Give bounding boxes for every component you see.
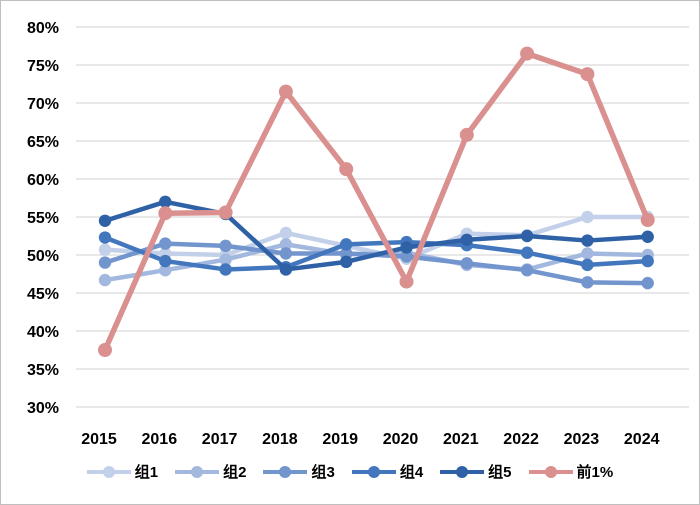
x-tick-label: 2015 (81, 431, 117, 448)
legend-item-组3: 组3 (263, 461, 335, 482)
legend-label-组2: 组2 (223, 464, 247, 481)
legend-label-组1: 组1 (134, 464, 159, 481)
data-point-组2-2015 (98, 273, 112, 287)
data-point-组4-2019 (340, 238, 353, 251)
y-tick-label: 65% (27, 134, 59, 151)
data-point-前1%-2015 (98, 343, 112, 357)
y-tick-label: 40% (27, 324, 59, 341)
legend-marker-组5 (440, 465, 485, 479)
legend-item-组1: 组1 (86, 461, 159, 482)
legend-marker-组1 (86, 465, 131, 479)
data-point-前1%-2019 (339, 162, 354, 177)
data-point-组2-2018 (279, 238, 293, 251)
legend-marker-前1% (528, 465, 573, 479)
data-point-组4-2017 (219, 263, 232, 276)
y-tick-label: 50% (27, 248, 59, 265)
data-point-组3-2016 (159, 237, 172, 250)
data-point-组3-2021 (460, 257, 473, 270)
y-tick-label: 45% (27, 286, 59, 303)
data-point-组3-2018 (279, 247, 293, 260)
data-point-组2-2017 (219, 253, 232, 266)
series-line-组4 (102, 235, 650, 272)
x-tick-label: 2016 (142, 431, 178, 448)
data-point-组4-2022 (520, 246, 534, 259)
data-point-组3-2024 (641, 276, 654, 290)
data-point-前1%-2018 (278, 84, 293, 99)
x-tick-label: 2018 (262, 431, 298, 448)
data-point-组1-2018 (279, 226, 293, 240)
data-point-组5-2020 (400, 241, 413, 254)
y-tick-label: 35% (27, 362, 59, 379)
data-point-组1-2023 (581, 210, 594, 224)
data-point-组5-2018 (279, 263, 293, 276)
legend-item-组5: 组5 (440, 461, 512, 482)
x-tick-label: 2017 (202, 431, 238, 448)
x-tick-label: 2020 (383, 431, 419, 448)
data-point-前1%-2016 (158, 206, 173, 221)
data-point-组3-2020 (400, 250, 413, 263)
data-point-前1%-2024 (640, 213, 655, 228)
y-tick-label: 30% (27, 400, 59, 417)
legend-item-组4: 组4 (351, 461, 424, 482)
y-tick-label: 60% (27, 172, 59, 189)
legend-marker-组2 (175, 465, 220, 479)
data-point-组1-2015 (98, 243, 112, 256)
legend-item-组2: 组2 (175, 461, 246, 482)
y-axis-labels: 30% 35% 40% 45% 50% 55% 60% 65% 70% 75% 80% (27, 20, 59, 417)
data-point-组5-2021 (460, 233, 473, 246)
data-point-组3-2015 (98, 256, 112, 269)
legend-label-组4: 组4 (399, 464, 424, 481)
y-tick-label: 55% (27, 210, 59, 227)
data-point-组5-2015 (98, 214, 112, 227)
chart-legend: 组1 组2 组3 组4 组5 前1% (1, 461, 699, 482)
data-point-组4-2016 (159, 254, 172, 268)
legend-item-前1%: 前1% (528, 461, 614, 482)
x-axis-labels: 2015 2016 2017 2018 2019 2020 2021 2022 2023 2024 (81, 431, 659, 448)
data-point-前1%-2017 (218, 205, 233, 220)
y-tick-label: 80% (27, 20, 59, 37)
data-point-组2-2023 (581, 247, 594, 260)
y-tick-label: 70% (27, 96, 59, 113)
data-point-组5-2022 (520, 229, 534, 243)
data-point-前1%-2022 (520, 46, 535, 61)
y-tick-label: 75% (27, 58, 59, 75)
data-point-组4-2023 (581, 258, 594, 272)
data-point-组3-2017 (219, 239, 232, 253)
data-point-组4-2015 (98, 231, 112, 244)
data-point-前1%-2020 (399, 274, 414, 289)
data-point-组5-2019 (340, 255, 353, 269)
x-tick-label: 2019 (322, 431, 358, 448)
series-line-前1% (102, 50, 651, 353)
series-前1% (98, 46, 655, 357)
data-point-组3-2023 (581, 276, 594, 289)
legend-label-组5: 组5 (488, 464, 512, 481)
data-point-组4-2024 (641, 254, 654, 268)
data-point-组3-2022 (520, 264, 534, 277)
x-tick-label: 2022 (503, 431, 539, 448)
data-point-组5-2016 (159, 195, 172, 208)
series-line-组5 (102, 199, 650, 272)
legend-marker-组3 (263, 465, 308, 479)
data-point-组5-2023 (581, 234, 594, 247)
x-tick-label: 2024 (624, 431, 660, 448)
x-tick-label: 2021 (443, 431, 479, 448)
data-point-组2-2016 (159, 264, 172, 277)
data-point-组5-2024 (641, 230, 654, 243)
data-point-前1%-2021 (459, 127, 474, 142)
legend-label-前1%: 前1% (576, 464, 614, 481)
legend-label-组3: 组3 (311, 464, 335, 481)
x-tick-label: 2023 (564, 431, 600, 448)
data-point-前1%-2023 (580, 67, 595, 82)
legend-marker-组4 (351, 465, 396, 479)
